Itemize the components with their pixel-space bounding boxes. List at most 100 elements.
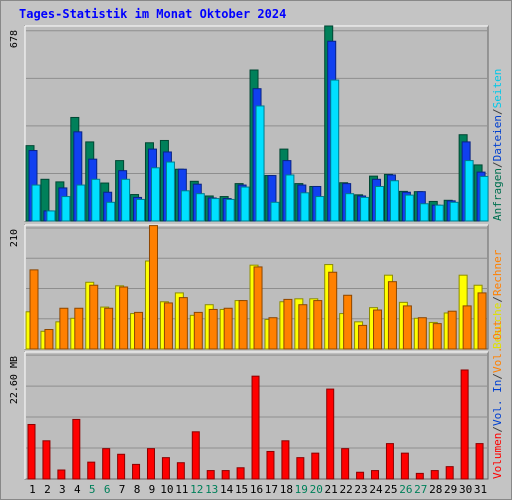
visits-bar-rechner-day-5 xyxy=(89,284,99,350)
requests-legend-part: Seiten xyxy=(491,69,504,109)
requests-bar-seiten-day-2 xyxy=(46,210,56,222)
x-tick-label-13: 13 xyxy=(205,483,218,496)
volume-bar-volumen-day-18 xyxy=(281,440,290,480)
visits-bar-rechner-day-13 xyxy=(208,308,218,350)
volume-bar-volumen-day-9 xyxy=(146,448,155,480)
visits-bar-rechner-day-2 xyxy=(44,329,54,350)
visits-bar-rechner-day-12 xyxy=(193,311,203,350)
requests-bar-seiten-day-13 xyxy=(210,198,220,222)
x-tick-label-10: 10 xyxy=(160,483,173,496)
volume-bar-volumen-day-5 xyxy=(87,461,96,480)
volume-bar-volumen-day-21 xyxy=(326,388,335,480)
volume-bar-volumen-day-10 xyxy=(161,457,170,480)
requests-bar-seiten-day-20 xyxy=(315,196,325,222)
requests-bar-seiten-day-27 xyxy=(419,203,429,222)
x-tick-label-21: 21 xyxy=(325,483,338,496)
visits-panel: 210 Besuche/Rechner xyxy=(9,224,504,350)
visits-bar-rechner-day-25 xyxy=(387,281,397,350)
volume-bar-volumen-day-16 xyxy=(251,375,260,480)
x-tick-label-28: 28 xyxy=(429,483,442,496)
requests-bar-seiten-day-31 xyxy=(479,175,489,222)
x-tick-label-29: 29 xyxy=(444,483,457,496)
visits-legend-part: Besuche xyxy=(491,303,504,349)
volume-bar-volumen-day-1 xyxy=(27,423,36,480)
x-tick-label-4: 4 xyxy=(74,483,81,496)
volume-bar-volumen-day-30 xyxy=(460,369,469,480)
requests-bar-seiten-day-10 xyxy=(165,161,175,222)
visits-bar-rechner-day-3 xyxy=(59,307,69,350)
volume-bar-volumen-day-17 xyxy=(266,450,275,480)
volume-bar-volumen-day-29 xyxy=(445,466,454,480)
requests-bar-seiten-day-19 xyxy=(300,192,310,222)
x-tick-label-19: 19 xyxy=(295,483,308,496)
requests-bar-seiten-day-5 xyxy=(91,178,101,222)
requests-bar-seiten-day-28 xyxy=(434,204,444,222)
volume-bar-volumen-day-26 xyxy=(400,452,409,480)
x-tick-label-11: 11 xyxy=(175,483,188,496)
volume-bar-volumen-day-25 xyxy=(385,443,394,480)
requests-bar-seiten-day-6 xyxy=(106,201,116,222)
visits-bar-rechner-day-23 xyxy=(358,324,368,350)
x-tick-label-16: 16 xyxy=(250,483,263,496)
x-tick-label-3: 3 xyxy=(59,483,66,496)
visits-bar-rechner-day-7 xyxy=(119,286,129,350)
requests-bar-seiten-day-14 xyxy=(225,198,235,222)
volume-ymax-label: 22.60 MB xyxy=(9,356,20,404)
requests-legend-part: / xyxy=(491,161,504,168)
volume-bar-volumen-day-14 xyxy=(221,470,230,480)
volume-bar-volumen-day-20 xyxy=(311,452,320,480)
x-tick-label-17: 17 xyxy=(265,483,278,496)
page-title: Tages-Statistik im Monat Oktober 2024 xyxy=(19,7,287,21)
requests-bar-seiten-day-26 xyxy=(404,194,414,222)
volume-legend-part: Volumen xyxy=(491,433,504,479)
requests-bar-seiten-day-8 xyxy=(136,198,146,222)
visits-bar-rechner-day-6 xyxy=(104,307,114,350)
volume-bar-volumen-day-4 xyxy=(72,418,81,480)
x-tick-label-30: 30 xyxy=(459,483,472,496)
requests-legend-part: / xyxy=(491,108,504,115)
x-tick-label-26: 26 xyxy=(399,483,412,496)
volume-bar-volumen-day-12 xyxy=(191,431,200,480)
volume-bar-volumen-day-15 xyxy=(236,467,245,480)
requests-bar-seiten-day-22 xyxy=(345,193,355,222)
requests-bar-seiten-day-7 xyxy=(121,178,131,222)
x-tick-label-27: 27 xyxy=(414,483,427,496)
x-tick-label-31: 31 xyxy=(474,483,487,496)
volume-bar-volumen-day-3 xyxy=(57,469,66,480)
requests-bar-seiten-day-12 xyxy=(195,193,205,222)
x-tick-label-7: 7 xyxy=(119,483,126,496)
volume-bar-volumen-day-13 xyxy=(206,470,215,480)
x-tick-label-8: 8 xyxy=(134,483,141,496)
requests-bar-seiten-day-29 xyxy=(449,201,459,222)
visits-bar-rechner-day-11 xyxy=(178,297,188,350)
volume-bar-volumen-day-22 xyxy=(341,448,350,480)
requests-bar-seiten-day-23 xyxy=(360,196,370,222)
visits-bar-rechner-day-18 xyxy=(283,298,293,350)
requests-bar-seiten-day-1 xyxy=(31,184,41,222)
visits-bar-rechner-day-9 xyxy=(148,225,158,350)
volume-bar-volumen-day-23 xyxy=(356,471,365,480)
x-tick-label-9: 9 xyxy=(149,483,156,496)
volume-bar-volumen-day-28 xyxy=(430,470,439,480)
visits-bar-rechner-day-20 xyxy=(313,300,323,350)
visits-legend-part: Rechner xyxy=(491,249,504,296)
visits-bar-rechner-day-15 xyxy=(238,300,248,350)
x-tick-label-22: 22 xyxy=(339,483,352,496)
visits-legend-label: Besuche/Rechner xyxy=(491,249,504,349)
volume-bar-volumen-day-11 xyxy=(176,462,185,480)
requests-bar-seiten-day-18 xyxy=(285,174,295,222)
visits-bar-rechner-day-19 xyxy=(298,304,308,350)
visits-bar-rechner-day-31 xyxy=(477,292,487,350)
requests-bar-seiten-day-4 xyxy=(76,184,86,222)
requests-bar-seiten-day-3 xyxy=(61,196,71,222)
requests-bar-seiten-day-30 xyxy=(464,160,474,222)
visits-ymax-label: 210 xyxy=(9,229,20,247)
volume-legend-part: / xyxy=(491,373,504,380)
requests-bar-seiten-day-11 xyxy=(180,190,190,222)
volume-bar-volumen-day-24 xyxy=(371,470,380,480)
x-tick-label-20: 20 xyxy=(310,483,323,496)
x-tick-label-15: 15 xyxy=(235,483,248,496)
x-tick-label-23: 23 xyxy=(354,483,367,496)
